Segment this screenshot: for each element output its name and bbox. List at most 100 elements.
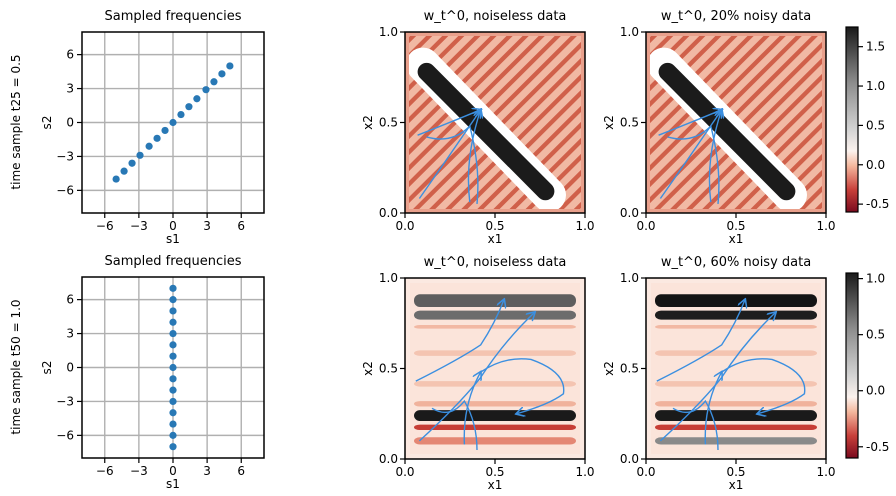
- data-point: [169, 375, 177, 383]
- heatmap-stripe: [646, 105, 826, 213]
- colorbar-scale: [845, 26, 859, 213]
- x-tick-label: 6: [237, 464, 245, 478]
- data-point: [169, 352, 177, 360]
- heatmap-stripe: [405, 121, 585, 213]
- freq-panel-freq-bottom: −6 −3 0 3 6 −6 −3 0 3 6 Sampled frequencies s1 s2: [40, 254, 265, 491]
- x-tick-label: 0: [169, 219, 177, 233]
- data-point: [169, 386, 177, 394]
- heatmap-stripe: [646, 32, 826, 188]
- y-tick-label: 0.5: [620, 116, 639, 130]
- colorbar-tick-label: 1.0: [866, 272, 885, 286]
- heatmap-stripe: [646, 153, 826, 213]
- data-point: [218, 70, 226, 78]
- data-point: [120, 167, 128, 175]
- heatmap-stripe: [405, 32, 585, 188]
- y-tick-label: 6: [66, 293, 74, 307]
- data-point: [202, 86, 210, 94]
- data-point: [210, 78, 218, 86]
- data-point: [193, 95, 201, 103]
- heatmap-band: [414, 410, 576, 421]
- heatmap-stripe: [646, 57, 826, 213]
- panel-title: Sampled frequencies: [104, 254, 241, 269]
- data-point: [169, 363, 177, 372]
- heatmap-band: [655, 381, 817, 387]
- heatmap-stripe: [646, 32, 826, 172]
- heatmap-band: [414, 294, 576, 307]
- flow-line: [659, 110, 721, 199]
- x-tick-label: 0.5: [726, 219, 745, 233]
- heatmap-stripe: [405, 32, 585, 156]
- heatmap-stripe: [405, 32, 585, 140]
- colorbar-cbar-bottom: 1.0 0.5 0.0 -0.5: [845, 272, 889, 459]
- data-point: [169, 409, 177, 417]
- heatmap-stripe: [405, 57, 585, 213]
- x-tick-label: 0.0: [636, 465, 655, 479]
- y-tick-label: 3: [66, 327, 74, 341]
- flow-line: [708, 110, 721, 203]
- heatmap-stripe: [626, 0, 847, 9]
- x-tick-label: 1.0: [575, 465, 594, 479]
- heatmap-band: [655, 325, 817, 329]
- heatmap-band: [414, 437, 576, 445]
- y-tick-label: 1.0: [620, 25, 639, 39]
- x-tick-label: 6: [237, 219, 245, 233]
- y-tick-label: −3: [56, 394, 74, 408]
- flow-line: [467, 110, 480, 203]
- heatmap-stripe: [405, 105, 585, 213]
- x-tick-label: 3: [203, 219, 211, 233]
- data-point: [153, 134, 161, 142]
- y-axis-label: x2: [602, 115, 616, 130]
- heatmap-band: [414, 350, 576, 356]
- data-point: [185, 103, 193, 111]
- data-point: [226, 62, 234, 70]
- heatmap-stripe: [405, 73, 585, 213]
- heatmap-stripe: [646, 73, 826, 213]
- x-tick-label: 0: [169, 464, 177, 478]
- data-point: [169, 341, 177, 349]
- y-tick-label: 0.0: [620, 452, 639, 466]
- row-label-top: time sample t25 = 0.5: [9, 54, 23, 189]
- heatmap-stripe: [405, 89, 585, 213]
- heatmap-panel-heat-top-left: 0.0 0.5 1.0 0.0 0.5 1.0 w_t^0, noiseless data x…: [361, 0, 606, 246]
- y-tick-label: 0.5: [620, 362, 639, 376]
- y-tick-label: 1.0: [379, 271, 398, 285]
- y-tick-label: −6: [56, 183, 74, 197]
- y-tick-label: −6: [56, 428, 74, 442]
- data-point: [169, 307, 177, 315]
- panel-title: w_t^0, noiseless data: [424, 9, 567, 24]
- x-tick-label: −3: [130, 219, 148, 233]
- flow-line: [431, 399, 478, 450]
- data-point: [128, 159, 136, 167]
- heatmap-band: [655, 350, 817, 356]
- data-point: [145, 142, 153, 150]
- colorbar-cbar-top: 1.5 1.0 0.5 0.0 -0.5: [845, 26, 889, 213]
- heatmap-stripe: [385, 0, 606, 9]
- colorbar-tick-label: 1.0: [866, 79, 885, 93]
- data-point: [177, 110, 185, 119]
- flow-line: [667, 124, 720, 205]
- y-tick-label: 0: [66, 361, 74, 375]
- x-tick-label: 0.5: [726, 465, 745, 479]
- panel-title: w_t^0, noiseless data: [424, 255, 567, 270]
- panel-title: w_t^0, 60% noisy data: [661, 255, 811, 270]
- data-point: [169, 318, 177, 326]
- y-tick-label: 3: [66, 82, 74, 96]
- heatmap-stripe: [405, 153, 585, 213]
- heatmap-stripe: [646, 137, 826, 213]
- heatmap-band: [655, 410, 817, 421]
- data-point: [169, 443, 177, 451]
- x-tick-label: −6: [96, 219, 114, 233]
- data-point: [169, 431, 177, 439]
- heatmap-stripe: [646, 121, 826, 213]
- y-tick-label: −3: [56, 149, 74, 163]
- heatmap-stripe: [405, 32, 585, 172]
- flow-line: [415, 300, 504, 382]
- colorbar-tick-label: 0.5: [866, 118, 885, 132]
- y-tick-label: 6: [66, 48, 74, 62]
- flow-line: [721, 358, 806, 414]
- heatmap-band: [655, 294, 817, 307]
- heatmap-band: [655, 437, 817, 445]
- colorbar-tick-label: 0.5: [866, 328, 885, 342]
- data-point: [136, 151, 144, 159]
